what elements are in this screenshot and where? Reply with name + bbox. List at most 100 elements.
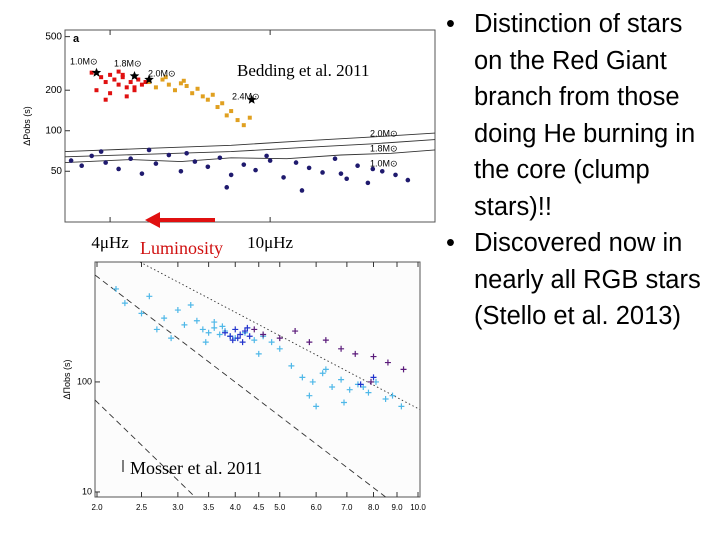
x-tick-label: 8.0 [368,503,380,512]
point [370,374,377,381]
point [132,88,137,93]
model-line [139,261,421,410]
bullet: Discovered now in nearly all RGB stars (… [440,225,712,335]
point [288,362,295,369]
bullet-list: Distinction of stars on the Red Giant br… [440,6,712,335]
x-tick-label: 5.0 [274,503,286,512]
point [205,97,210,102]
point [112,77,117,82]
line-label: 1.8M⊙ [370,143,398,153]
point [267,158,273,163]
point [184,150,189,156]
point [153,326,160,333]
point [91,67,102,77]
point [89,153,94,159]
point [200,94,205,99]
point [241,328,248,335]
point [389,392,396,399]
point [193,317,200,324]
point [229,109,234,114]
x-tick-label: 10.0 [410,503,426,512]
point [241,162,247,167]
point [168,335,175,342]
point [174,307,181,314]
point [276,335,283,342]
point [160,77,165,82]
point [227,333,234,340]
point [306,339,313,346]
point [246,333,253,340]
point [268,339,275,346]
model-line [64,149,436,164]
x-tick-label: 7.0 [341,503,353,512]
point [365,389,372,396]
point [346,386,353,393]
point [163,75,168,80]
point [116,82,121,87]
point [281,175,286,180]
point [319,370,326,377]
point [322,366,329,373]
point [121,300,128,307]
point [217,155,223,161]
point [228,172,234,178]
point [379,168,385,174]
arrow-label: Luminosity [140,238,223,258]
luminosity-arrowhead [145,212,160,228]
point [144,74,154,84]
y-tick-label: 100 [45,125,62,136]
x-tick-label: 3.5 [203,503,215,512]
point [68,158,74,163]
point [400,366,407,373]
annotation: 2.4M⊙ [232,91,260,101]
y-tick-label: 200 [45,85,62,96]
point [253,167,258,173]
point [120,75,125,80]
point [299,188,305,193]
point [306,392,313,399]
y-tick-label: 100 [77,376,92,386]
point [178,81,183,86]
point [382,395,389,402]
point [132,85,137,90]
point [338,345,345,352]
point [237,331,244,338]
point [187,302,194,309]
model-line [94,399,196,498]
point [113,285,120,292]
point [338,376,345,383]
point [344,176,349,182]
point [292,328,299,335]
point [251,326,258,333]
x-tick-label: 4.0 [230,503,242,512]
point [129,71,140,80]
point [184,83,189,88]
point [352,350,359,357]
x-tick-label: 6.0 [311,503,323,512]
y-tick-label: 500 [45,31,62,42]
x-tick-label: 4.5 [253,503,265,512]
point [251,337,258,344]
point [357,381,364,388]
plot-frame [64,29,436,223]
x-tick-label: 2.5 [136,503,148,512]
point [247,115,252,120]
point [124,94,129,99]
annotation: Mosser et al. 2011 [130,458,262,478]
point [136,77,141,82]
point [116,166,121,172]
point [128,156,133,161]
point [147,80,152,85]
point [299,374,306,381]
point [190,91,195,96]
point [260,331,267,338]
point [205,329,212,336]
point [146,293,153,300]
point [370,166,376,172]
point [211,319,218,326]
point [398,403,405,410]
point [79,163,84,168]
figures: 4μHz 10μHz 50 100 200 500 ΔPobs (s) a 2.0M⊙ 1.8M⊙… [22,29,436,512]
point [219,323,226,330]
point [332,156,338,161]
